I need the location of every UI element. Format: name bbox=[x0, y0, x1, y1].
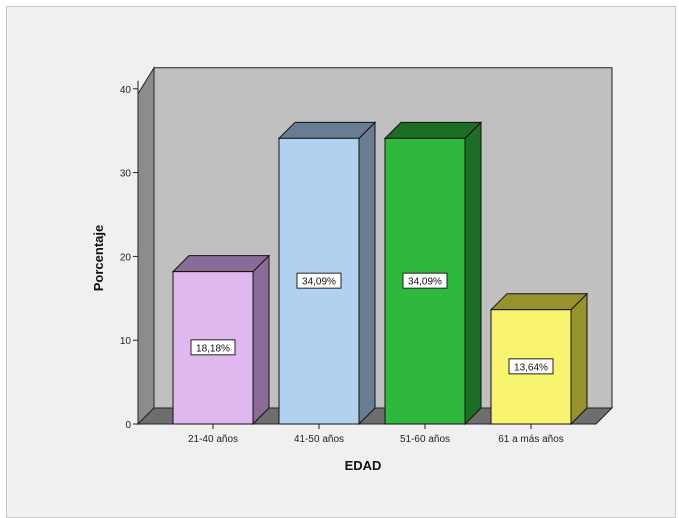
data-label-box bbox=[190, 339, 236, 356]
y-tick-label: 10 bbox=[120, 336, 132, 347]
bars-group: 18,18% 34,09% 34,09% 13,64% bbox=[171, 121, 589, 426]
bar-side bbox=[252, 254, 270, 426]
data-label: 13,64% bbox=[508, 358, 554, 375]
x-tick-label: 51-60 años bbox=[400, 434, 450, 445]
data-label-text: 34,09% bbox=[408, 277, 442, 288]
data-label: 34,09% bbox=[402, 272, 448, 289]
y-tick-label: 30 bbox=[120, 169, 132, 180]
x-axis: 21-40 años 41-50 años 51-60 años 61 a más a… bbox=[188, 424, 564, 445]
data-label-box bbox=[402, 272, 448, 289]
x-axis-title: EDAD bbox=[345, 458, 382, 473]
bar-side bbox=[570, 292, 588, 426]
data-label: 34,09% bbox=[296, 272, 342, 289]
bar-1: 18,18% bbox=[171, 254, 271, 426]
data-label-box bbox=[508, 358, 554, 375]
data-label-text: 13,64% bbox=[514, 362, 548, 373]
bar-top bbox=[383, 121, 483, 139]
data-label-text: 18,18% bbox=[196, 343, 230, 354]
data-label: 18,18% bbox=[190, 339, 236, 356]
x-tick-label: 21-40 años bbox=[188, 434, 238, 445]
bar-top bbox=[277, 121, 377, 139]
bar-top bbox=[489, 293, 589, 311]
y-axis-title: Porcentaje bbox=[91, 225, 106, 291]
side-wall bbox=[137, 66, 155, 426]
bar-side bbox=[358, 121, 376, 426]
y-tick-label: 0 bbox=[125, 420, 131, 431]
bar-3: 34,09% bbox=[383, 121, 483, 426]
data-label-box bbox=[296, 272, 342, 289]
bar-2: 34,09% bbox=[277, 121, 377, 426]
x-tick-label: 61 a más años bbox=[498, 434, 564, 445]
x-tick-label: 41-50 años bbox=[294, 434, 344, 445]
bar-side bbox=[464, 121, 482, 426]
y-tick-label: 20 bbox=[120, 252, 132, 263]
data-label-text: 34,09% bbox=[302, 277, 336, 288]
y-tick-label: 40 bbox=[120, 85, 132, 96]
bar-4: 13,64% bbox=[489, 292, 589, 426]
bar-top bbox=[171, 255, 271, 273]
y-axis: 0 10 20 30 40 bbox=[120, 80, 139, 431]
